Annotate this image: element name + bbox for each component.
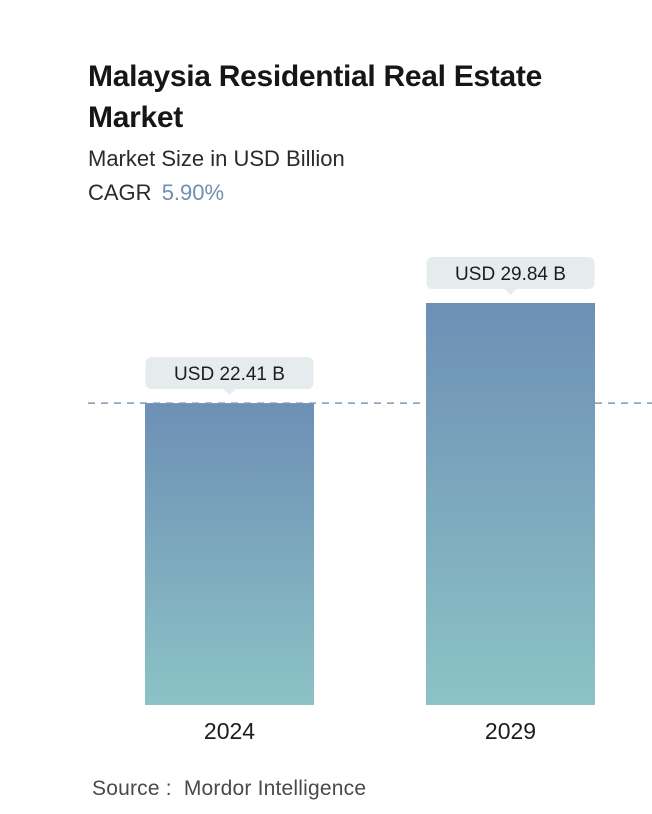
chart-title: Malaysia Residential Real Estate Market: [88, 60, 542, 134]
bar-2024: [145, 403, 314, 705]
cagr-value: 5.90%: [161, 180, 225, 205]
chart-header: Malaysia Residential Real Estate Market …: [88, 56, 608, 208]
value-label-text: USD 22.41 B: [174, 364, 285, 385]
chart-subtitle: Market Size in USD Billion: [88, 146, 345, 171]
bar-2029: [426, 303, 595, 705]
value-label-text: USD 29.84 B: [455, 264, 566, 285]
source-name: Mordor Intelligence: [183, 777, 367, 800]
cagr-label: CAGR: [88, 180, 152, 205]
value-label-pointer: [223, 389, 236, 396]
category-label-2029: 2029: [485, 718, 536, 744]
value-label-pointer: [504, 289, 517, 295]
cagr-line: CAGR 5.90%: [88, 178, 608, 208]
source-credit: Source : Mordor Intelligence: [92, 777, 366, 801]
source-label: Source :: [92, 777, 172, 800]
value-label-background: [426, 257, 595, 289]
value-label-background: [145, 357, 314, 390]
category-label-2024: 2024: [204, 718, 255, 744]
value-label-2024: USD 22.41 B: [145, 357, 314, 396]
value-label-2029: USD 29.84 B: [426, 257, 595, 295]
